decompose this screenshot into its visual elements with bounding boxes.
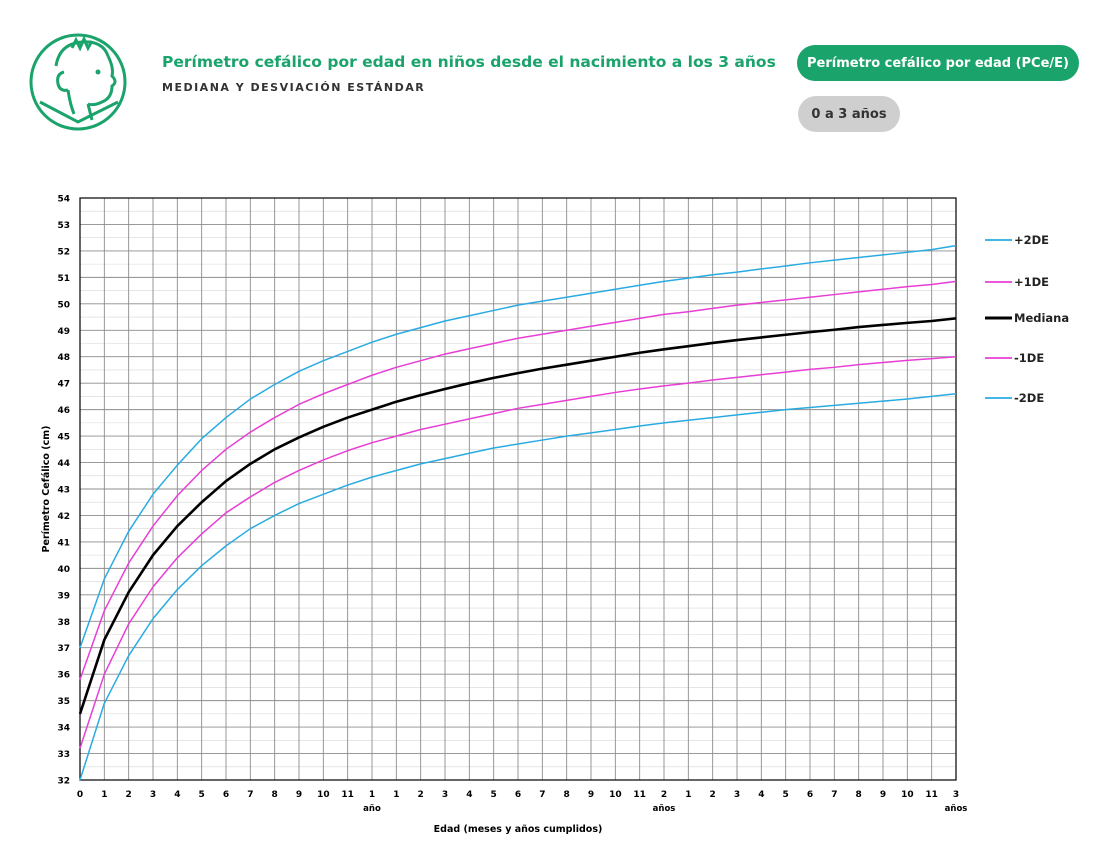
x-tick-label: 5 [199,790,205,800]
y-tick-label: 34 [57,724,70,734]
x-tick-label: 10 [317,790,330,800]
x-tick-label: 4 [466,790,472,800]
x-tick-label: 5 [491,790,497,800]
y-tick-label: 51 [57,274,70,284]
y-tick-label: 32 [57,777,70,787]
y-tick-label: 37 [57,644,70,654]
x-tick-label: 11 [925,790,938,800]
x-tick-label: 8 [272,790,278,800]
x-tick-label: 7 [831,790,837,800]
x-tick-label: 2 [126,790,132,800]
x-axis-ticks: 0 1 2 3 4 5 6 7 8 9 10 11 1 1 2 3 4 5 6 7 8 9 10 11 2 1 2 3 4 5 6 7 8 9 10… [77,790,967,814]
y-tick-label: 33 [57,750,70,760]
chart-series [78,244,957,781]
x-tick-label: 5 [783,790,789,800]
indicator-badge[interactable]: Perímetro cefálico por edad (PCe/E) [797,45,1079,81]
x-tick-label: 0 [77,790,83,800]
x-tick-label: 6 [807,790,813,800]
legend-label: +2DE [1014,233,1049,247]
x-tick-label: 1 [685,790,691,800]
x-tick-label: 3 [734,790,740,800]
x-tick-label: 10 [609,790,622,800]
y-tick-label: 44 [57,459,70,469]
x-tick-label: 7 [247,790,253,800]
legend-label: Mediana [1014,311,1069,325]
y-tick-label: 46 [57,406,70,416]
y-tick-label: 53 [57,221,70,231]
y-tick-label: 42 [57,512,70,522]
x-tick-label: 6 [223,790,229,800]
y-tick-label: 36 [57,671,70,681]
x-tick-label: 4 [758,790,764,800]
page-subtitle: MEDIANA Y DESVIACIÓN ESTÁNDAR [162,81,426,94]
x-tick-label: 2 [418,790,424,800]
chart-legend: +2DE +1DE Mediana -1DE -2DE [985,233,1069,405]
series-line-plus1de [79,280,957,680]
x-tick-label: 3 [150,790,156,800]
x-tick-label: 9 [880,790,886,800]
y-tick-label: 40 [57,565,70,575]
x-tick-label: 6 [515,790,521,800]
y-tick-label: 50 [57,300,70,310]
x-axis-label: Edad (meses y años cumplidos) [434,824,603,835]
series-line-minus1de [79,355,957,749]
y-tick-label: 39 [57,591,70,601]
x-tick-label: 11 [633,790,646,800]
x-tick-label: 10 [901,790,914,800]
x-tick-label: 11 [341,790,354,800]
y-tick-label: 41 [57,538,70,548]
series-line-plus2de [79,244,957,648]
y-tick-label: 35 [57,697,70,707]
legend-label: -2DE [1014,391,1044,405]
y-axis-ticks: 32 33 34 35 36 37 38 39 40 41 42 43 44 45 46 47 48 49 50 51… [57,195,70,787]
series-line-minus2de [79,393,957,781]
x-tick-label: 9 [296,790,302,800]
x-year-label: años [653,804,676,814]
y-tick-label: 47 [57,380,70,390]
x-tick-label: 8 [564,790,570,800]
x-tick-label: 1 [369,790,375,800]
plot-frame [79,197,957,781]
y-axis-label: Perímetro Cefálico (cm) [41,426,52,553]
y-tick-label: 45 [57,433,70,443]
age-range-badge[interactable]: 0 a 3 años [798,96,900,132]
chart-grid [79,197,957,781]
y-tick-label: 43 [57,486,70,496]
y-tick-label: 52 [57,247,70,257]
y-tick-label: 38 [57,618,70,628]
x-tick-label: 8 [856,790,862,800]
child-face-icon [28,28,130,136]
x-tick-label: 4 [174,790,180,800]
series-line-mediana [78,317,957,715]
x-tick-label: 2 [710,790,716,800]
legend-label: -1DE [1014,351,1044,365]
legend-label: +1DE [1014,275,1049,289]
x-year-label: año [363,804,381,814]
y-tick-label: 48 [57,353,70,363]
x-tick-label: 9 [588,790,594,800]
page-title: Perímetro cefálico por edad en niños des… [162,53,776,71]
x-tick-label: 3 [953,790,959,800]
x-tick-label: 1 [393,790,399,800]
x-year-label: años [945,804,968,814]
x-tick-label: 3 [442,790,448,800]
x-tick-label: 7 [539,790,545,800]
y-tick-label: 54 [57,195,70,205]
x-tick-label: 1 [101,790,107,800]
y-tick-label: 49 [57,327,70,337]
x-tick-label: 2 [661,790,667,800]
